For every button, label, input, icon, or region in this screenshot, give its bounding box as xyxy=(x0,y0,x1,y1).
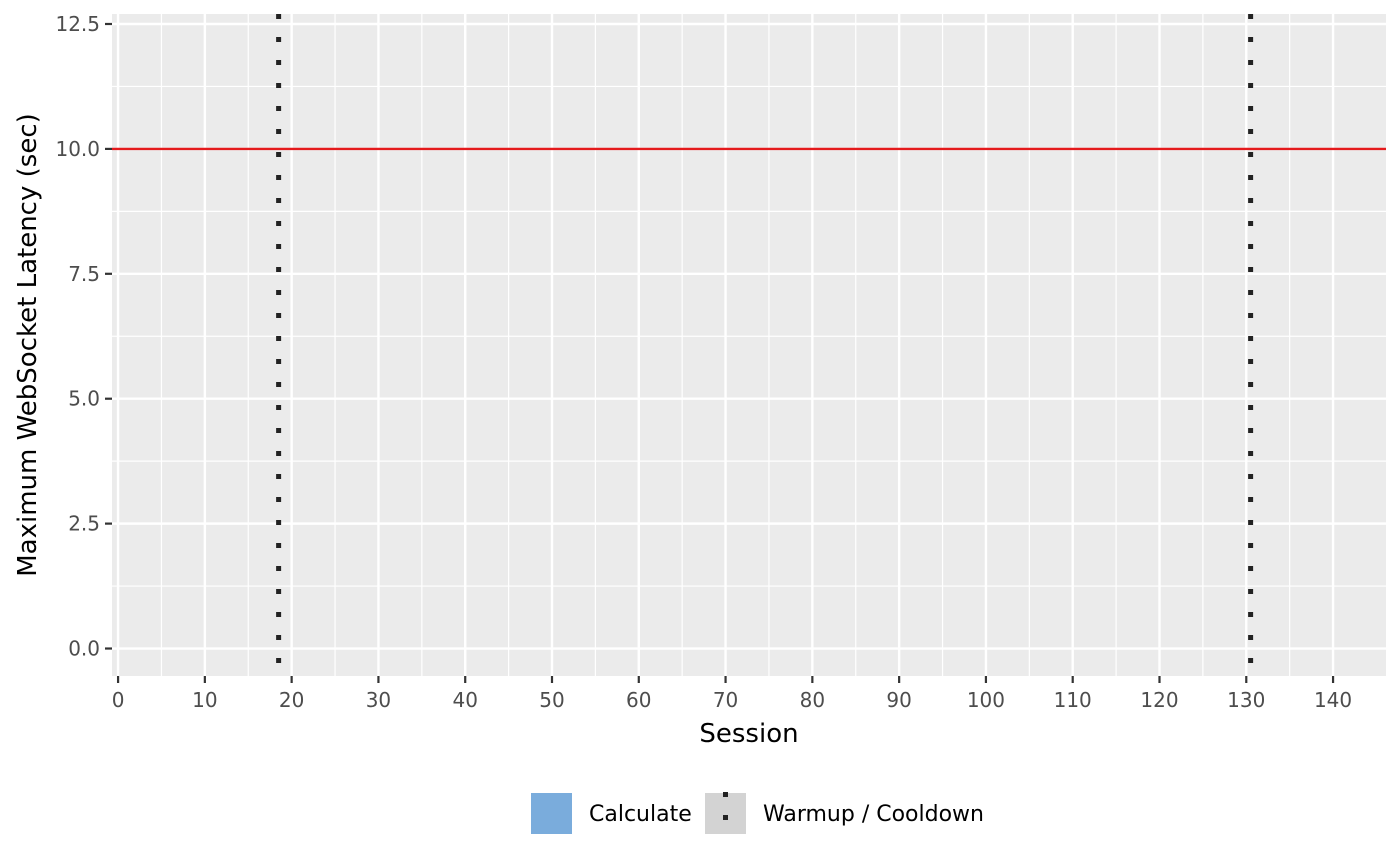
y-tick-label: 7.5 xyxy=(68,262,100,286)
x-tick-label: 70 xyxy=(713,688,738,712)
x-tick-label: 20 xyxy=(279,688,304,712)
legend: Calculate Warmup / Cooldown xyxy=(529,791,984,837)
x-axis-title: Session xyxy=(699,719,798,749)
y-tick-label: 10.0 xyxy=(55,137,100,161)
y-tick-label: 2.5 xyxy=(68,512,100,536)
x-tick-label: 90 xyxy=(886,688,911,712)
y-tick-label: 0.0 xyxy=(68,637,100,661)
x-tick-label: 120 xyxy=(1140,688,1178,712)
x-tick-label: 140 xyxy=(1314,688,1352,712)
major-gridlines xyxy=(112,14,1386,676)
minor-gridlines xyxy=(112,14,1386,676)
x-tick-label: 50 xyxy=(539,688,564,712)
x-tick-label: 80 xyxy=(800,688,825,712)
reference-lines xyxy=(112,14,1386,676)
x-tick-label: 130 xyxy=(1227,688,1265,712)
x-tick-label: 60 xyxy=(626,688,651,712)
x-tick-label: 110 xyxy=(1054,688,1092,712)
legend-key-calculate xyxy=(531,793,572,834)
y-axis-title: Maximum WebSocket Latency (sec) xyxy=(13,113,43,577)
legend-key-warmup-cooldown xyxy=(705,793,746,834)
legend-label-warmup-cooldown: Warmup / Cooldown xyxy=(763,802,984,827)
x-tick-label: 0 xyxy=(112,688,125,712)
x-tick-label: 100 xyxy=(967,688,1005,712)
y-tick-label: 12.5 xyxy=(55,12,100,36)
legend-label-calculate: Calculate xyxy=(589,802,692,827)
y-axis: 0.0 2.5 5.0 7.5 10.0 12.5 xyxy=(55,12,112,661)
x-axis: 0 10 20 30 40 50 60 70 80 90 100 110 120 130 140 xyxy=(112,676,1352,712)
x-tick-label: 10 xyxy=(192,688,217,712)
y-tick-label: 5.0 xyxy=(68,387,100,411)
x-tick-label: 30 xyxy=(366,688,391,712)
x-tick-label: 40 xyxy=(452,688,477,712)
plot-panel xyxy=(112,14,1386,676)
